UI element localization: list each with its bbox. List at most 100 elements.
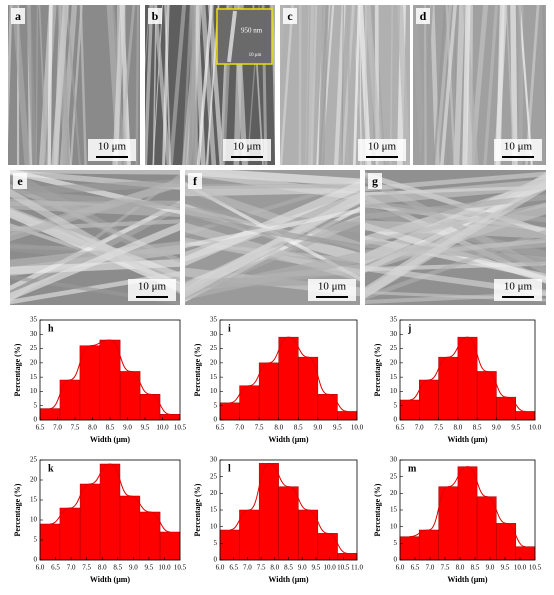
scale-text: 10 μm <box>504 281 533 293</box>
x-tick-label: 7.0 <box>426 564 435 572</box>
x-tick-label: 8.0 <box>98 564 107 572</box>
histogram: 0 5 10 15 20 25 30 35 6.5 7.0 7.5 8.0 8.5 9.0 9.5 10.0 i… <box>193 316 364 444</box>
bar <box>298 509 319 561</box>
y-tick-label: 15 <box>390 373 398 381</box>
fiber <box>145 5 151 74</box>
fit-curve <box>409 336 526 412</box>
fiber <box>307 5 315 165</box>
y-tick-label: 5 <box>214 401 218 409</box>
scale-bg <box>358 139 406 161</box>
inset-scale: 10 μm <box>249 53 262 58</box>
x-tick-label: 7.0 <box>67 564 76 572</box>
y-tick-label: 15 <box>210 373 218 381</box>
label-bg <box>368 173 382 189</box>
fiber <box>413 5 427 165</box>
inset <box>216 8 273 65</box>
bar <box>457 336 478 421</box>
fiber <box>280 5 286 77</box>
fiber <box>196 5 213 165</box>
y-tick-label: 35 <box>30 316 38 324</box>
bar <box>139 511 161 561</box>
fiber <box>310 5 318 165</box>
fiber <box>343 5 359 165</box>
y-tick-label: 5 <box>394 539 398 547</box>
y-tick-label: 5 <box>214 539 218 547</box>
bar <box>79 345 101 421</box>
fiber <box>440 5 457 165</box>
fiber <box>10 259 180 275</box>
fibers <box>185 170 360 303</box>
fiber <box>185 183 360 189</box>
y-tick-label: 20 <box>30 476 38 484</box>
x-axis-title: Width (μm) <box>447 575 488 584</box>
x-tick-label: 8.5 <box>284 564 293 572</box>
x-tick-label: 10.5 <box>174 424 187 432</box>
fiber <box>353 5 361 165</box>
panel-label: m <box>408 463 417 474</box>
y-tick-label: 25 <box>390 472 398 480</box>
y-axis-title: Percentage (%) <box>193 483 202 536</box>
y-tick-label: 10 <box>30 387 38 395</box>
bar <box>239 509 260 561</box>
fiber <box>145 5 154 165</box>
x-tick-label: 10.0 <box>529 424 542 432</box>
fiber <box>66 5 81 165</box>
x-tick-label: 10.0 <box>351 424 364 432</box>
bar <box>119 495 141 561</box>
fit-curve <box>229 336 348 412</box>
fiber <box>10 183 180 264</box>
fiber <box>365 172 546 235</box>
panel-label: l <box>228 463 231 474</box>
inset-fiber <box>227 10 237 63</box>
bar <box>258 463 279 561</box>
fiber <box>420 5 434 165</box>
x-tick-label: 7.0 <box>53 424 62 432</box>
scale-bg <box>223 139 271 161</box>
y-tick-label: 0 <box>34 556 38 564</box>
fiber <box>208 5 224 165</box>
sem-image: f 10 μm <box>185 170 360 305</box>
fiber <box>365 202 546 245</box>
sem-image: d 10 μm <box>413 5 546 165</box>
scale-text: 10 μm <box>504 141 533 153</box>
x-tick-label: 7.0 <box>415 424 424 432</box>
bar <box>399 399 420 421</box>
bar <box>278 486 299 561</box>
x-axis-title: Width (μm) <box>268 435 309 444</box>
bar <box>59 507 81 561</box>
bar <box>239 385 260 421</box>
histogram: 0 5 10 15 20 25 30 35 6.5 7.0 7.5 8.0 8.5 9.0 9.5 10.0 j… <box>373 316 542 444</box>
bar <box>39 408 61 421</box>
x-tick-label: 8.0 <box>456 564 465 572</box>
scale-bg <box>308 279 356 301</box>
bar <box>399 536 420 561</box>
x-tick-label: 6.5 <box>229 564 238 572</box>
panel-label: f <box>193 174 198 188</box>
fiber <box>365 238 546 261</box>
plot-frame <box>399 319 536 421</box>
bar <box>219 529 240 561</box>
fiber <box>10 178 180 242</box>
label-bg <box>148 8 162 24</box>
bar <box>39 523 61 561</box>
histogram: 0 5 10 15 20 25 6.0 6.5 7.0 7.5 8.0 8.5 9.0 9.5 10.0 10… <box>13 456 187 584</box>
fiber <box>26 5 37 165</box>
x-tick-label: 9.5 <box>511 424 520 432</box>
y-tick-label: 25 <box>390 344 398 352</box>
x-tick-label: 8.0 <box>274 424 283 432</box>
x-tick-label: 6.5 <box>51 564 60 572</box>
x-tick-label: 9.0 <box>129 564 138 572</box>
x-tick-label: 9.0 <box>486 564 495 572</box>
x-tick-label: 10.0 <box>514 564 527 572</box>
y-axis-title: Percentage (%) <box>373 343 382 396</box>
bar <box>515 411 536 421</box>
histogram: 0 5 10 15 20 25 30 6.0 6.5 7.0 7.5 8.0 8.5 9.0 9.5 10.0… <box>373 456 542 584</box>
y-tick-label: 35 <box>390 316 398 324</box>
x-tick-label: 7.5 <box>82 564 91 572</box>
y-tick-label: 5 <box>34 401 38 409</box>
fiber <box>185 182 360 251</box>
panel-label: j <box>407 323 411 334</box>
label-bg <box>11 8 25 24</box>
y-tick-label: 0 <box>394 556 398 564</box>
